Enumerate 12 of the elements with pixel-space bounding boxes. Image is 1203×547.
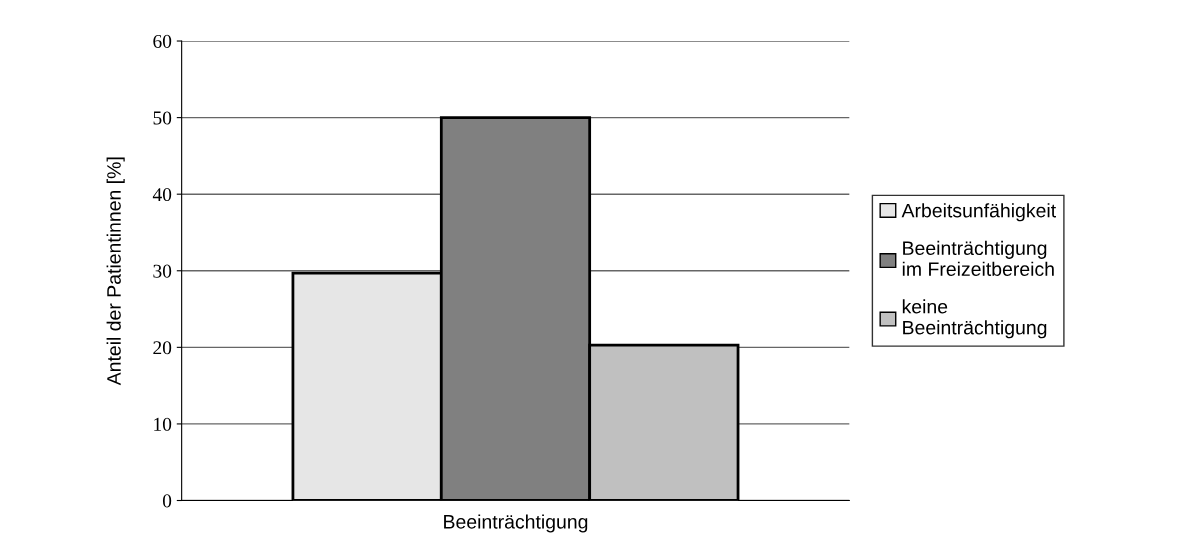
y-tick-label: 20 <box>153 341 172 355</box>
legend-label: keine Beeinträchtigung <box>902 299 1047 339</box>
y-tick-label: 60 <box>153 34 172 48</box>
y-tick-label: 40 <box>152 188 172 202</box>
y-tick-label: 0 <box>162 494 172 508</box>
legend-label: Arbeitsunfähigkeit <box>901 203 1056 222</box>
x-tick-label: Beeinträchtigung <box>444 514 588 533</box>
y-axis-title: Anteil der Patientinnen [%] <box>106 157 125 386</box>
y-tick-label: 30 <box>153 264 172 278</box>
y-tick-label: 50 <box>153 111 172 125</box>
legend-label: Beeinträchtigung im Freizeitbereich <box>902 240 1054 276</box>
y-tick-label: 10 <box>154 417 172 431</box>
